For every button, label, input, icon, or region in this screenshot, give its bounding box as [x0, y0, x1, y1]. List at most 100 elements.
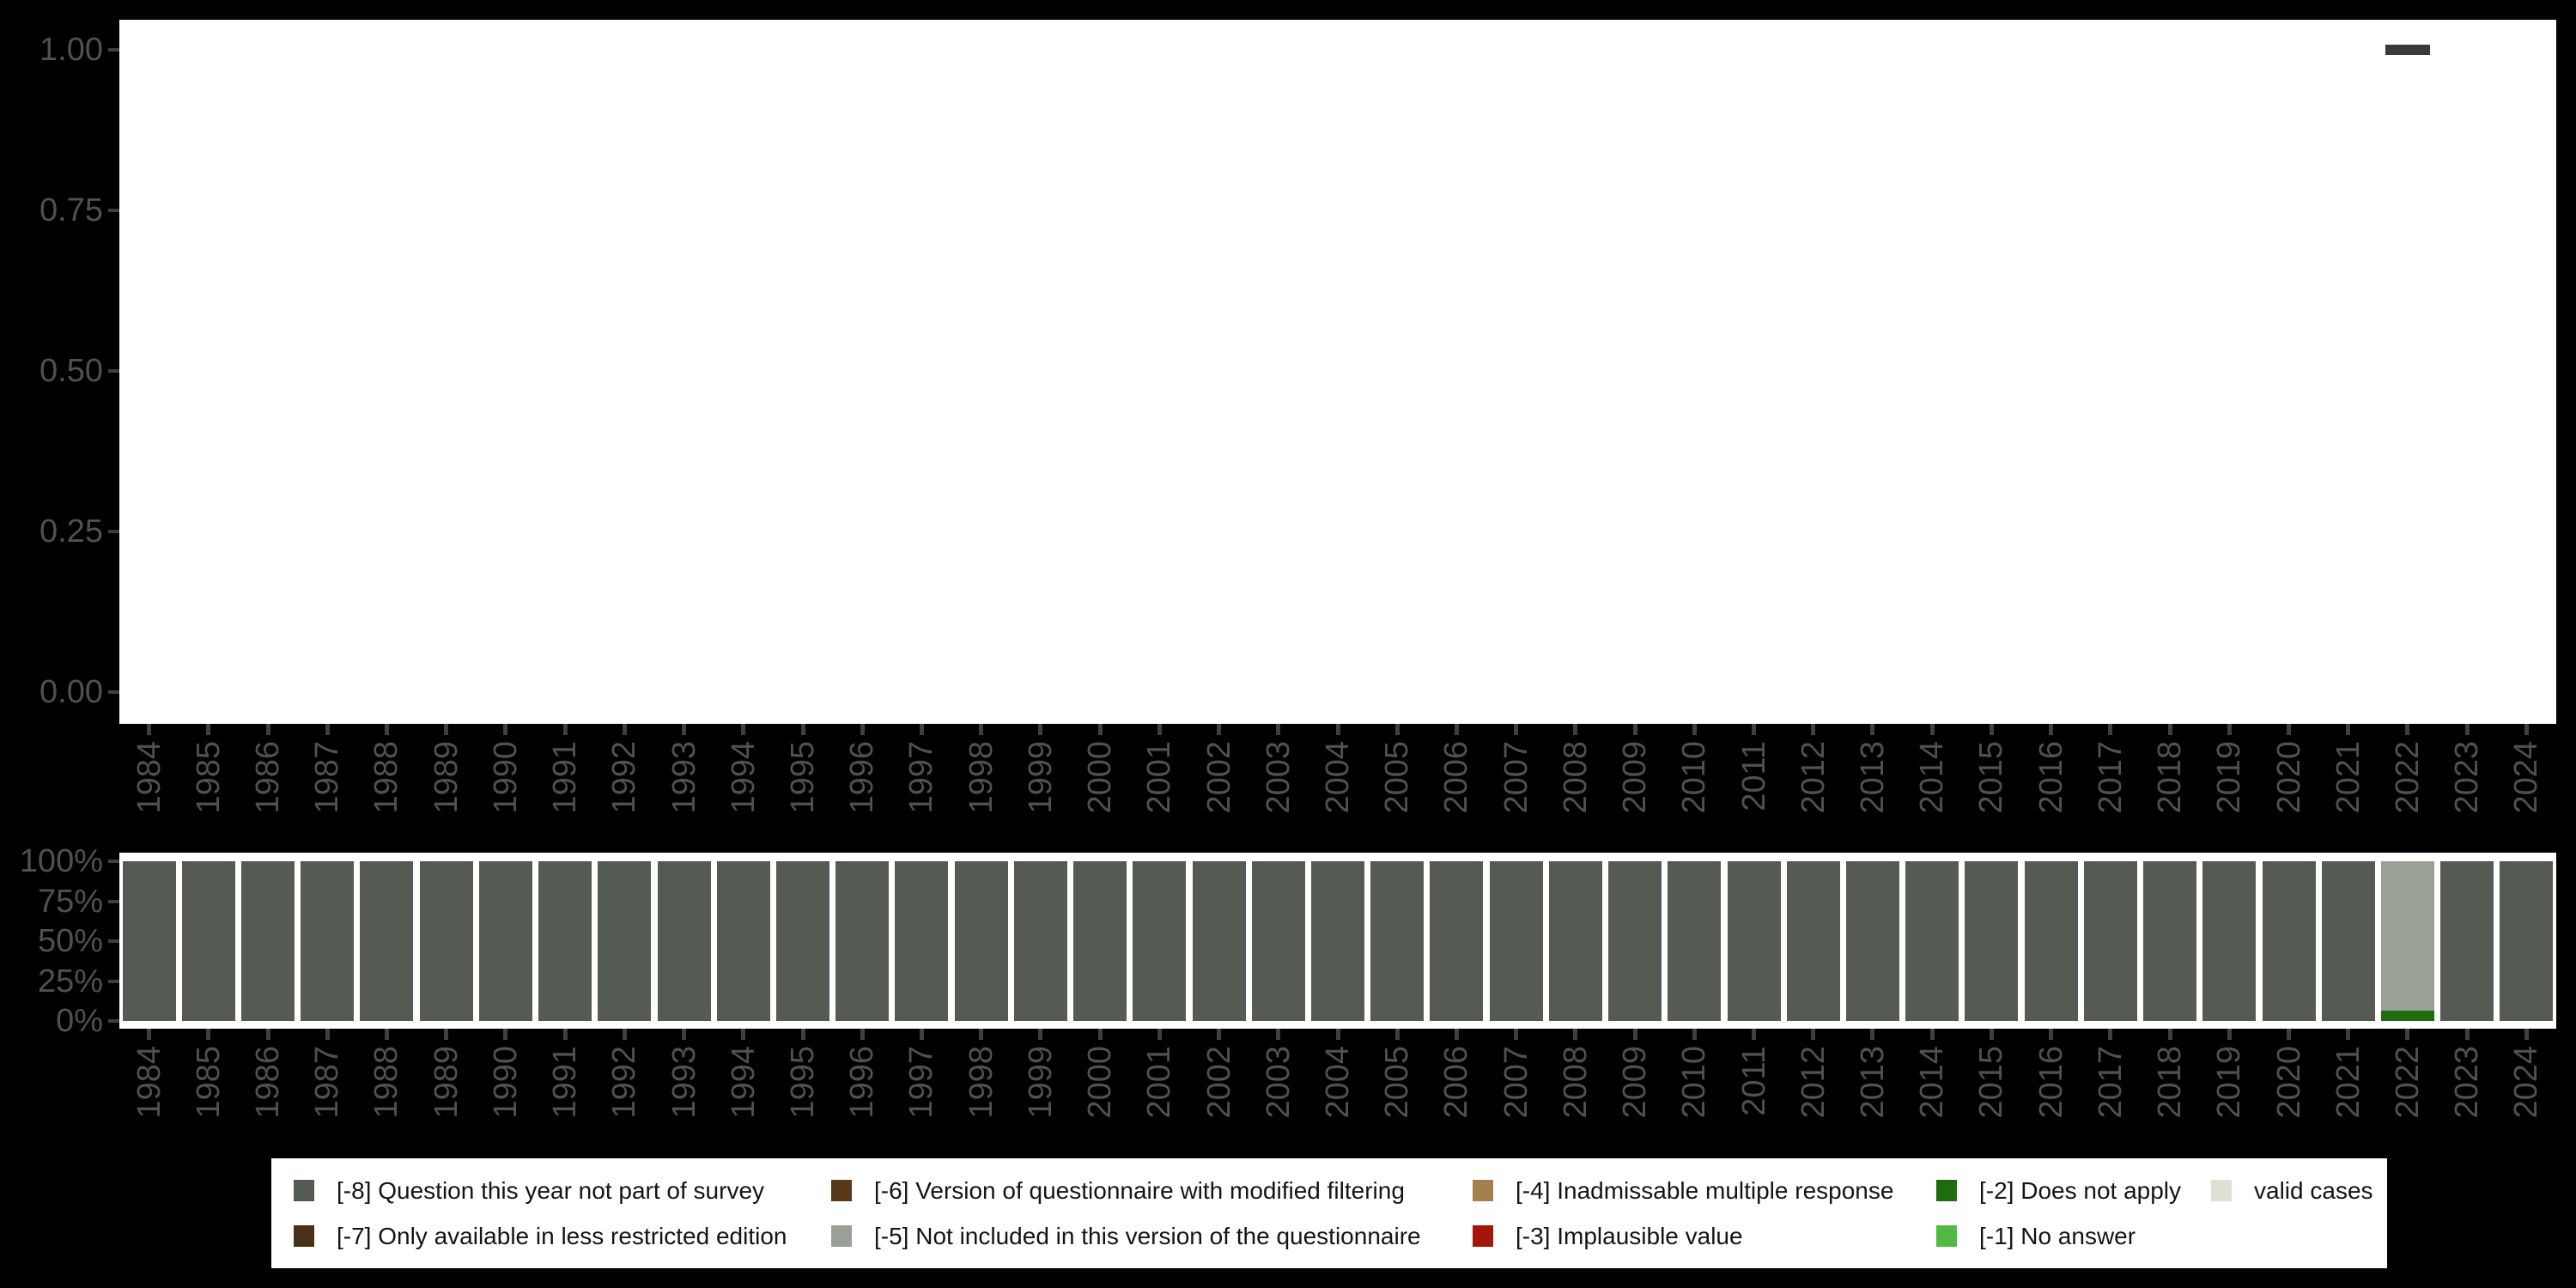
top-y-tick: [108, 690, 119, 694]
bar-2001-seg--8: [1133, 861, 1187, 1021]
bottom-x-tick: [1276, 1029, 1281, 1040]
bar-2017-seg--8: [2083, 861, 2137, 1021]
bottom-y-tick: [108, 979, 119, 983]
bottom-x-tick: [503, 1029, 508, 1040]
legend-swatch--6: [831, 1180, 852, 1201]
bottom-x-tick-label: 1987: [309, 1046, 346, 1119]
bar-2019-seg--8: [2202, 861, 2257, 1021]
bar-2008-seg--8: [1548, 861, 1602, 1021]
top-x-tick-label: 1999: [1022, 741, 1059, 814]
top-x-tick: [1217, 724, 1222, 735]
bottom-x-tick-label: 2006: [1438, 1046, 1475, 1119]
bottom-x-tick: [1514, 1029, 1519, 1040]
bottom-x-tick-label: 1999: [1022, 1046, 1059, 1119]
top-x-tick: [1989, 724, 1994, 735]
top-x-tick-label: 2020: [2270, 741, 2307, 814]
top-x-tick: [741, 724, 746, 735]
top-y-tick-label: 0.50: [39, 353, 103, 389]
bottom-x-tick-label: 2010: [1676, 1046, 1713, 1119]
top-x-tick: [2227, 724, 2232, 735]
top-x-tick-label: 1992: [606, 741, 643, 814]
top-x-tick-label: 2023: [2449, 741, 2486, 814]
top-chart-panel: [119, 20, 2556, 724]
bottom-x-tick-label: 2014: [1914, 1046, 1951, 1119]
top-y-tick-label: 1.00: [39, 32, 103, 68]
bar-2020-seg--8: [2262, 861, 2316, 1021]
bar-2011-seg--8: [1727, 861, 1781, 1021]
legend-label--2: [-2] Does not apply: [1979, 1177, 2182, 1204]
top-x-tick: [562, 724, 568, 735]
bottom-x-tick-label: 2005: [1379, 1046, 1416, 1119]
bottom-x-tick-label: 1985: [190, 1046, 227, 1119]
bottom-x-tick: [384, 1029, 389, 1040]
bottom-y-tick-label: 25%: [37, 963, 103, 999]
bar-1985-seg--8: [181, 861, 235, 1021]
bottom-x-tick-label: 2013: [1854, 1046, 1891, 1119]
top-x-tick: [1038, 724, 1043, 735]
bottom-x-tick-label: 2012: [1795, 1046, 1832, 1119]
bottom-y-tick-label: 0%: [56, 1003, 103, 1039]
bottom-x-tick: [2287, 1029, 2291, 1040]
bottom-x-tick: [1929, 1029, 1935, 1040]
top-x-tick-label: 2012: [1795, 741, 1832, 814]
top-x-tick: [860, 724, 865, 735]
bottom-y-tick: [108, 939, 119, 943]
bottom-x-tick: [800, 1029, 805, 1040]
top-x-tick: [800, 724, 805, 735]
top-x-tick-label: 2014: [1914, 741, 1951, 814]
top-x-tick-label: 2007: [1498, 741, 1534, 814]
bottom-x-tick: [1573, 1029, 1578, 1040]
legend-swatch--7: [294, 1225, 314, 1247]
bar-2009-seg--8: [1608, 861, 1662, 1021]
top-x-tick: [2405, 724, 2410, 735]
legend-swatch--3: [1473, 1225, 1493, 1247]
bottom-x-tick: [265, 1029, 270, 1040]
legend-swatch--2: [1936, 1180, 1957, 1201]
bottom-x-tick-label: 2019: [2211, 1046, 2248, 1119]
legend-swatch--1: [1936, 1225, 1957, 1247]
top-x-tick: [2049, 724, 2054, 735]
bottom-y-tick-label: 50%: [37, 923, 103, 959]
top-x-tick-label: 1987: [309, 741, 346, 814]
top-y-tick: [108, 530, 119, 533]
top-x-tick-label: 2016: [2032, 741, 2069, 814]
top-y-tick-label: 0.25: [39, 513, 103, 550]
top-x-tick: [1573, 724, 1578, 735]
bottom-x-tick-label: 1992: [606, 1046, 643, 1119]
bottom-x-tick: [1692, 1029, 1697, 1040]
bottom-x-tick: [1217, 1029, 1222, 1040]
legend-label--6: [-6] Version of questionnaire with modif…: [874, 1177, 1405, 1204]
bottom-x-tick-label: 2020: [2270, 1046, 2307, 1119]
bottom-x-tick-label: 1988: [368, 1046, 405, 1119]
top-y-tick: [108, 48, 119, 52]
bottom-x-tick-label: 2002: [1200, 1046, 1237, 1119]
bottom-x-tick: [1157, 1029, 1162, 1040]
bottom-x-tick-label: 1993: [665, 1046, 702, 1119]
top-x-tick-label: 2022: [2389, 741, 2426, 814]
bottom-x-tick: [919, 1029, 924, 1040]
bar-2003-seg--8: [1251, 861, 1305, 1021]
bottom-x-tick-label: 2017: [2092, 1046, 2129, 1119]
bottom-x-tick-label: 2003: [1260, 1046, 1297, 1119]
legend-swatch--8: [294, 1180, 314, 1201]
top-x-tick: [1157, 724, 1162, 735]
bottom-x-tick: [1097, 1029, 1103, 1040]
top-x-tick-label: 2010: [1676, 741, 1713, 814]
top-x-tick-label: 1984: [131, 741, 167, 814]
bar-2002-seg--8: [1192, 861, 1246, 1021]
top-x-tick-label: 1997: [903, 741, 940, 814]
bottom-x-tick-label: 2004: [1320, 1046, 1356, 1119]
top-x-tick-label: 1996: [844, 741, 881, 814]
legend-swatch-valid: [2211, 1180, 2232, 1201]
top-x-tick: [1811, 724, 1816, 735]
top-x-tick-label: 1993: [665, 741, 702, 814]
bottom-y-tick-label: 100%: [19, 843, 103, 879]
bar-1987-seg--8: [301, 861, 355, 1021]
bar-2005-seg--8: [1370, 861, 1425, 1021]
top-x-tick: [1335, 724, 1340, 735]
bar-2014-seg--8: [1905, 861, 1959, 1021]
legend-swatch--4: [1473, 1180, 1493, 1201]
bottom-x-tick-label: 1998: [963, 1046, 999, 1119]
top-x-tick-label: 1991: [547, 741, 584, 814]
top-x-tick-label: 2019: [2211, 741, 2248, 814]
